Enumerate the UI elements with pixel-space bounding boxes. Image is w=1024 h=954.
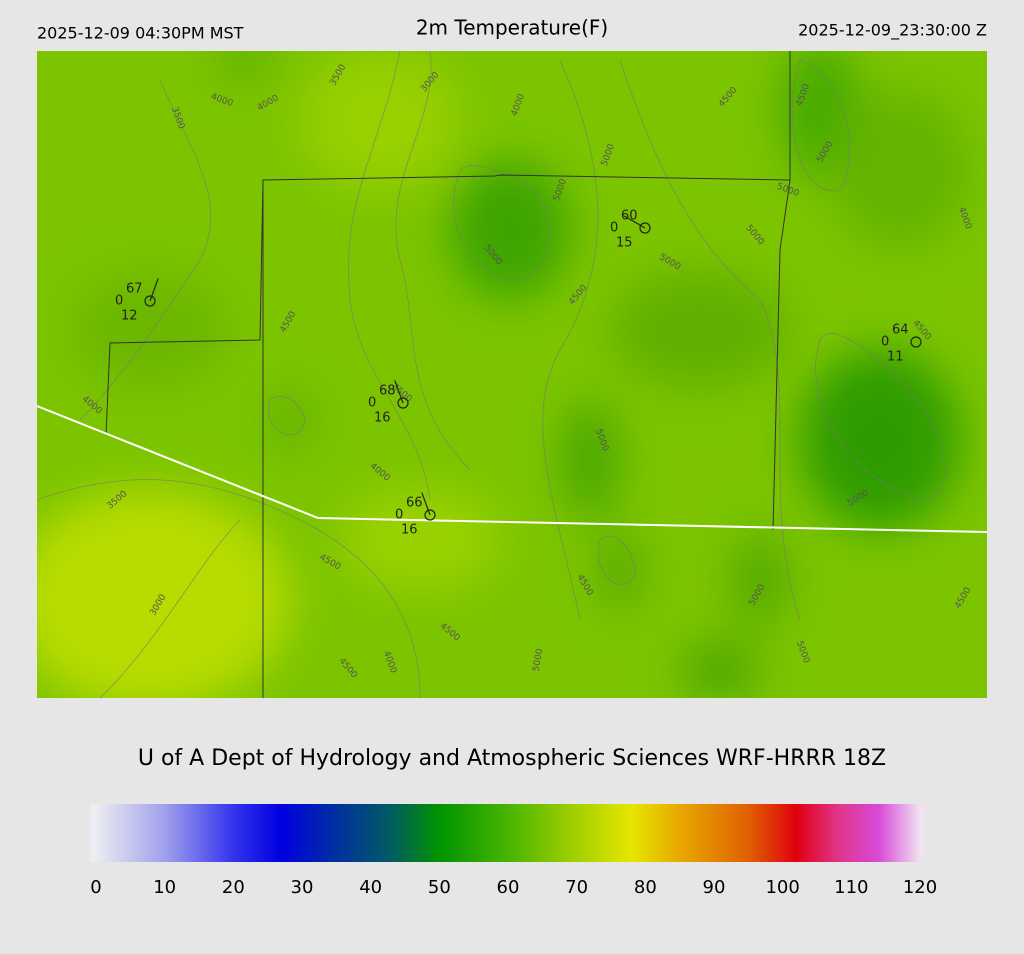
- map-title: 2m Temperature(F): [416, 16, 608, 40]
- station-circle: [144, 295, 156, 307]
- station-circle: [639, 222, 651, 234]
- station-dew: 16: [374, 411, 391, 426]
- colorbar-tick-label: 90: [703, 877, 726, 898]
- colorbar-tick-label: 20: [222, 877, 245, 898]
- station-wind: 0: [115, 294, 123, 309]
- station-dew: 12: [121, 309, 138, 324]
- station-temp: 66: [406, 496, 423, 511]
- station-dew: 16: [401, 523, 418, 538]
- station-wind: 0: [395, 508, 403, 523]
- colorbar-tick-label: 70: [565, 877, 588, 898]
- station-circle: [424, 509, 436, 521]
- station-temp: 67: [126, 282, 143, 297]
- colorbar-tick-label: 110: [834, 877, 868, 898]
- station-circle: [397, 397, 409, 409]
- station-dew: 15: [616, 236, 633, 251]
- station-temp: 60: [621, 209, 638, 224]
- station-wind: 0: [881, 335, 889, 350]
- wind-barb: [623, 215, 646, 229]
- valid-time-utc: 2025-12-09_23:30:00 Z: [798, 21, 987, 41]
- colorbar-tick-label: 40: [359, 877, 382, 898]
- colorbar-tick-label: 100: [765, 877, 799, 898]
- credit: U of A Dept of Hydrology and Atmospheric…: [138, 746, 886, 771]
- colorbar: [90, 804, 925, 862]
- valid-time-local: 2025-12-09 04:30PM MST: [37, 24, 244, 43]
- station-temp: 64: [892, 323, 909, 338]
- station-circle: [910, 336, 922, 348]
- wind-barb: [394, 380, 404, 404]
- colorbar-tick-label: 50: [428, 877, 451, 898]
- station-dew: 11: [887, 350, 904, 365]
- map: [37, 51, 987, 698]
- colorbar-tick-label: 0: [90, 877, 101, 898]
- colorbar-tick-label: 80: [634, 877, 657, 898]
- station-wind: 0: [368, 396, 376, 411]
- wind-barb: [149, 278, 159, 302]
- colorbar-tick-label: 120: [903, 877, 937, 898]
- colorbar-tick-label: 10: [153, 877, 176, 898]
- wind-barb: [421, 492, 431, 516]
- colorbar-tick-label: 30: [291, 877, 314, 898]
- contour-label: 5000: [532, 648, 546, 673]
- station-temp: 68: [379, 384, 396, 399]
- station-wind: 0: [610, 221, 618, 236]
- colorbar-tick-label: 60: [497, 877, 520, 898]
